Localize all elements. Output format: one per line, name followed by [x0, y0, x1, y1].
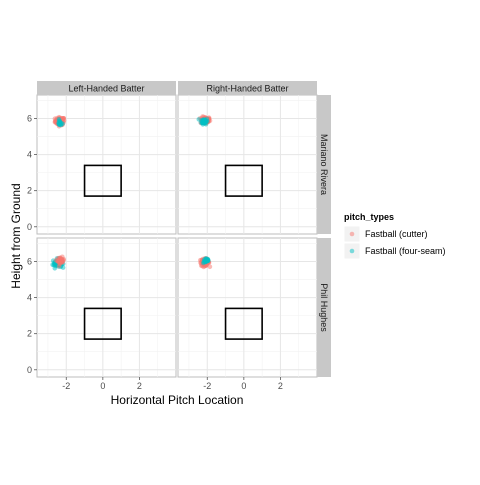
facet-strip-row: Mariano Rivera [317, 95, 331, 234]
data-point [200, 122, 206, 127]
strike-zone [83, 307, 122, 340]
panel-background [177, 94, 318, 235]
strip-background [317, 95, 331, 234]
strike-zone [224, 307, 263, 340]
y-tick-label: 0 [27, 222, 32, 232]
facet-strip-column: Right-Handed Batter [178, 81, 317, 95]
facet-panel-0-0 [36, 94, 177, 235]
facet-strip-column: Left-Handed Batter [37, 81, 176, 95]
legend-label: Fastball (four-seam) [365, 246, 446, 256]
facet-column-label: Right-Handed Batter [206, 84, 288, 94]
legend: pitch_types Fastball (cutter) Fastball (fo… [343, 212, 446, 260]
legend-swatch [349, 231, 355, 237]
strip-background [37, 81, 176, 95]
data-point [58, 259, 64, 264]
legend-title: pitch_types [344, 212, 394, 222]
y-tick-label: 0 [27, 365, 32, 375]
y-tick-label: 4 [27, 150, 32, 160]
axes-layer: 0 2 4 6 0 2 4 6 -2 0 2 -2 0 2 Horizontal Pitch Locatio… [9, 113, 283, 407]
y-tick-label: 2 [27, 186, 32, 196]
y-tick-label: 2 [27, 329, 32, 339]
legend-item: Fastball (four-seam) [343, 242, 446, 260]
facet-strip-row: Phil Hughes [317, 238, 331, 377]
strike-zone [224, 164, 263, 197]
x-tick-label: 0 [241, 381, 246, 391]
x-tick-label: 2 [137, 381, 142, 391]
data-point [205, 258, 211, 263]
x-tick-label: -2 [203, 381, 211, 391]
x-tick-label: 2 [278, 381, 283, 391]
legend-label: Fastball (cutter) [365, 229, 428, 239]
y-tick-label: 4 [27, 293, 32, 303]
facet-panel-1-1 [177, 237, 318, 378]
strike-zone [83, 164, 122, 197]
panels-layer: Left-Handed Batter Right-Handed Batter Mar… [36, 81, 331, 378]
data-point [56, 263, 62, 269]
data-point [207, 264, 213, 270]
strip-background [178, 81, 317, 95]
x-axis-label: Horizontal Pitch Location [111, 393, 244, 407]
data-point [202, 117, 208, 123]
y-axis-label: Height from Ground [9, 183, 23, 288]
facet-row-label: Mariano Rivera [319, 134, 329, 195]
strip-background [317, 238, 331, 377]
legend-swatch [349, 248, 355, 254]
legend-item: Fastball (cutter) [343, 225, 428, 243]
data-point [59, 120, 64, 126]
facet-row-label: Phil Hughes [319, 283, 329, 332]
facet-column-label: Left-Handed Batter [68, 84, 144, 94]
y-tick-label: 6 [27, 113, 32, 123]
facet-panel-1-0 [36, 237, 177, 378]
facet-panel-0-1 [177, 94, 318, 235]
x-tick-label: -2 [62, 381, 70, 391]
x-tick-label: 0 [100, 381, 105, 391]
data-point [196, 117, 202, 122]
y-tick-label: 6 [27, 256, 32, 266]
